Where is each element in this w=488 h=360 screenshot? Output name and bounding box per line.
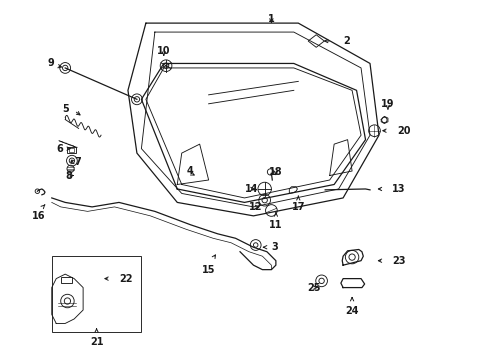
Text: 16: 16 (32, 211, 45, 221)
Text: 4: 4 (186, 166, 193, 176)
Text: 23: 23 (392, 256, 405, 266)
Text: 13: 13 (392, 184, 405, 194)
Text: 24: 24 (345, 306, 358, 315)
Text: 1: 1 (267, 14, 274, 24)
Bar (67, 147, 75, 153)
Text: 12: 12 (248, 202, 262, 212)
Text: 2: 2 (343, 36, 349, 46)
Bar (61, 277, 72, 283)
Bar (69, 148, 74, 152)
Circle shape (62, 65, 68, 71)
Text: 22: 22 (119, 274, 132, 284)
Circle shape (71, 160, 73, 162)
Text: 5: 5 (61, 104, 68, 114)
Bar (52, 256, 141, 332)
Text: 3: 3 (271, 242, 278, 252)
Text: 15: 15 (202, 265, 215, 275)
Circle shape (134, 96, 139, 102)
Text: 20: 20 (396, 126, 409, 136)
Text: 11: 11 (268, 220, 282, 230)
Circle shape (35, 189, 40, 193)
Text: 18: 18 (268, 167, 282, 176)
Text: 25: 25 (306, 283, 320, 293)
Text: 6: 6 (56, 144, 63, 154)
Text: 19: 19 (381, 99, 394, 109)
Text: 17: 17 (291, 202, 305, 212)
Text: 9: 9 (47, 58, 54, 68)
Text: 8: 8 (65, 171, 72, 180)
Text: 10: 10 (157, 45, 170, 55)
Text: 21: 21 (90, 337, 103, 347)
Text: 7: 7 (74, 157, 81, 167)
Text: 14: 14 (244, 184, 258, 194)
